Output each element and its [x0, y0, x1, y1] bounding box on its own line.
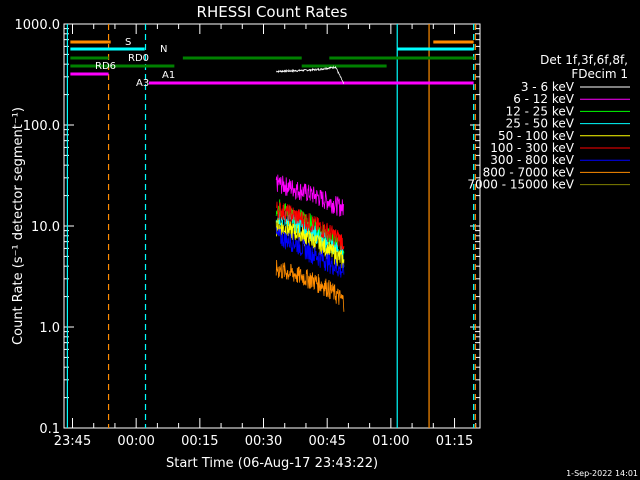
chart-title: RHESSI Count Rates — [197, 3, 348, 21]
y-tick-label: 0.1 — [39, 422, 60, 437]
y-tick-label: 10.0 — [31, 220, 60, 235]
series-line — [275, 218, 345, 269]
flag-label: RD6 — [95, 61, 116, 72]
legend-header: FDecim 1 — [571, 67, 628, 81]
series-line — [275, 259, 345, 312]
flag-label: N — [160, 44, 167, 55]
y-tick-label: 1000.0 — [15, 18, 61, 33]
legend-entry: 3 - 6 keV — [521, 80, 575, 94]
legend-entry: 7000 - 15000 keV — [467, 178, 574, 192]
timestamp: 1-Sep-2022 14:01 — [566, 469, 638, 478]
legend-entry: 25 - 50 keV — [506, 117, 575, 131]
x-tick-label: 01:00 — [372, 434, 409, 449]
x-tick-label: 00:15 — [181, 434, 218, 449]
legend-entry: 800 - 7000 keV — [483, 165, 575, 179]
legend-entry: 100 - 300 keV — [490, 141, 574, 155]
legend-entry: 300 - 800 keV — [490, 153, 574, 167]
series-line — [275, 227, 345, 278]
x-tick-label: 01:15 — [436, 434, 473, 449]
legend-entry: 50 - 100 keV — [498, 129, 575, 143]
legend-entry: 12 - 25 keV — [506, 104, 575, 118]
series-line — [275, 174, 345, 217]
flag-label: RD0 — [128, 53, 149, 64]
legend-entry: 6 - 12 keV — [513, 92, 575, 106]
series-line — [276, 65, 344, 84]
x-tick-label: 00:30 — [245, 434, 282, 449]
y-tick-label: 100.0 — [23, 119, 60, 134]
y-axis-label: Count Rate (s⁻¹ detector segment⁻¹) — [11, 107, 26, 345]
flag-label: S — [125, 37, 131, 48]
x-tick-label: 23:45 — [54, 434, 91, 449]
flag-label: A1 — [162, 70, 175, 81]
x-tick-label: 00:00 — [117, 434, 154, 449]
y-tick-label: 1.0 — [39, 321, 60, 336]
plot-frame — [63, 23, 481, 429]
x-axis-label: Start Time (06-Aug-17 23:43:22) — [166, 456, 378, 471]
x-tick-label: 00:45 — [308, 434, 345, 449]
flag-label: A3 — [136, 78, 149, 89]
series-line — [276, 201, 345, 251]
legend-header: Det 1f,3f,6f,8f, — [540, 53, 628, 67]
